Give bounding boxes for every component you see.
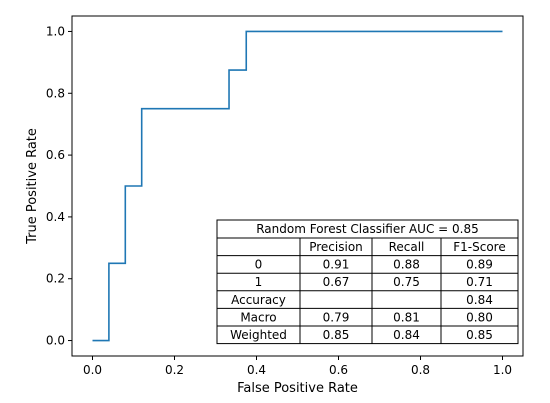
table-cell: 0.71 xyxy=(466,275,493,289)
table-title: Random Forest Classifier AUC = 0.85 xyxy=(256,222,479,236)
table-cell: Accuracy xyxy=(231,293,286,307)
table-cell: 0.89 xyxy=(466,258,493,272)
y-axis-label: True Positive Rate xyxy=(25,128,40,245)
x-tick-label: 1.0 xyxy=(493,363,512,377)
y-tick-label: 0.4 xyxy=(46,210,65,224)
table-background xyxy=(216,219,519,345)
table-cell: 0.85 xyxy=(466,328,493,342)
y-tick-label: 0.2 xyxy=(46,272,65,286)
table-cell: 1 xyxy=(255,275,263,289)
table-header-cell: Recall xyxy=(389,240,425,254)
table-cell: Macro xyxy=(240,310,276,324)
y-tick-label: 0.6 xyxy=(46,148,65,162)
table-header-cell: Precision xyxy=(309,240,363,254)
table-cell: 0.91 xyxy=(323,258,350,272)
table-cell: 0 xyxy=(255,258,263,272)
roc-curve-line xyxy=(92,30,503,342)
table-cell: 0.67 xyxy=(323,275,350,289)
table-cell: 0.84 xyxy=(466,293,493,307)
ticks-layer: 0.0 0.2 0.4 0.6 0.8 1.0 0.0 0.2 0.4 0.6 0.8 1.0 xyxy=(46,24,512,377)
series-layer xyxy=(92,30,503,342)
x-tick-label: 0.8 xyxy=(411,363,430,377)
y-tick-label: 1.0 xyxy=(46,24,65,38)
table-cell: 0.84 xyxy=(393,328,420,342)
table-cell: 0.75 xyxy=(393,275,420,289)
table-cell: 0.85 xyxy=(323,328,350,342)
y-tick-label: 0.0 xyxy=(46,334,65,348)
y-tick-label: 0.8 xyxy=(46,86,65,100)
table-cell: 0.81 xyxy=(393,310,420,324)
table-header-cell: F1-Score xyxy=(453,240,505,254)
table-cell: Weighted xyxy=(230,328,287,342)
x-tick-label: 0.4 xyxy=(247,363,266,377)
metrics-table: Random Forest Classifier AUC = 0.85 Preci… xyxy=(216,219,519,345)
table-cell: 0.88 xyxy=(393,258,420,272)
x-tick-label: 0.0 xyxy=(83,363,102,377)
x-axis-label: False Positive Rate xyxy=(237,381,358,396)
x-tick-label: 0.6 xyxy=(329,363,348,377)
x-tick-label: 0.2 xyxy=(165,363,184,377)
plot-frame xyxy=(71,15,524,357)
table-cell: 0.79 xyxy=(323,310,350,324)
table-cell: 0.80 xyxy=(466,310,493,324)
